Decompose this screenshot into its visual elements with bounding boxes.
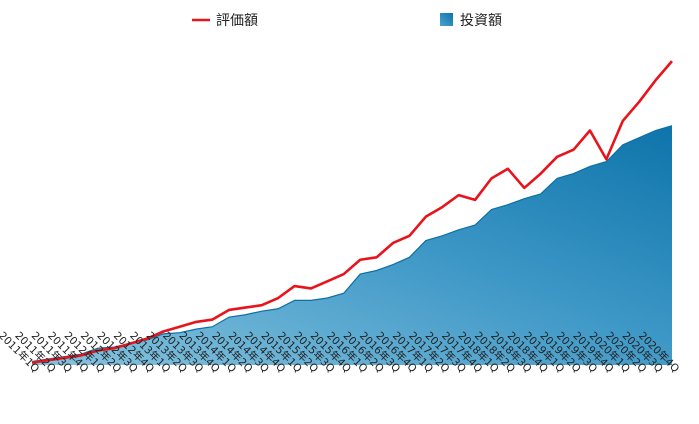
valuation-point	[310, 287, 313, 290]
investment-point	[490, 208, 493, 211]
valuation-point	[211, 318, 214, 321]
investment-point	[556, 177, 559, 180]
valuation-point	[523, 187, 526, 190]
valuation-point	[260, 304, 263, 307]
valuation-point	[277, 297, 280, 300]
investment-point	[589, 165, 592, 168]
valuation-point	[621, 120, 624, 123]
valuation-point	[589, 129, 592, 132]
valuation-point	[490, 177, 493, 180]
valuation-point	[556, 155, 559, 158]
investment-point	[392, 263, 395, 266]
investment-point	[408, 256, 411, 259]
valuation-point	[507, 167, 510, 170]
investment-point	[572, 172, 575, 175]
valuation-point	[244, 306, 247, 309]
investment-point	[441, 234, 444, 237]
valuation-point	[392, 242, 395, 245]
investment-point	[523, 197, 526, 200]
valuation-point	[408, 234, 411, 237]
investment-point	[474, 224, 477, 227]
valuation-point	[654, 79, 657, 82]
valuation-point	[293, 285, 296, 288]
valuation-point	[359, 258, 362, 261]
series-area-investment	[32, 125, 672, 366]
valuation-point	[162, 330, 165, 333]
investment-point	[277, 307, 280, 310]
investment-point	[211, 325, 214, 328]
investment-point	[244, 313, 247, 316]
valuation-point	[457, 194, 460, 197]
valuation-point	[539, 172, 542, 175]
valuation-point	[441, 206, 444, 209]
valuation-point	[572, 148, 575, 151]
valuation-point	[605, 158, 608, 161]
investment-point	[359, 273, 362, 276]
investment-point	[293, 299, 296, 302]
legend: 評価額 投資額	[192, 13, 502, 29]
valuation-point	[671, 60, 674, 63]
valuation-point	[638, 100, 641, 103]
valuation-point	[342, 273, 345, 276]
investment-point	[605, 160, 608, 163]
legend-label-valuation: 評価額	[216, 13, 258, 29]
investment-point	[638, 136, 641, 139]
valuation-point	[178, 325, 181, 328]
investment-point	[507, 203, 510, 206]
investment-point	[671, 124, 674, 127]
investment-point	[195, 328, 198, 331]
investment-point	[621, 143, 624, 146]
investment-point	[228, 316, 231, 319]
valuation-point	[326, 280, 329, 283]
investment-point	[326, 297, 329, 300]
investment-point	[457, 228, 460, 231]
valuation-point	[474, 199, 477, 202]
investment-point	[310, 299, 313, 302]
valuation-point	[195, 321, 198, 324]
valuation-point	[228, 309, 231, 312]
investment-point	[375, 269, 378, 272]
series-line-valuation	[31, 60, 673, 364]
investment-point	[342, 292, 345, 295]
investment-point	[539, 193, 542, 196]
investment-point	[424, 239, 427, 242]
valuation-point	[375, 256, 378, 259]
legend-marker-investment	[440, 13, 453, 26]
investment-point	[654, 129, 657, 132]
legend-label-investment: 投資額	[460, 13, 502, 29]
valuation-point	[424, 215, 427, 218]
investment-point	[260, 310, 263, 313]
